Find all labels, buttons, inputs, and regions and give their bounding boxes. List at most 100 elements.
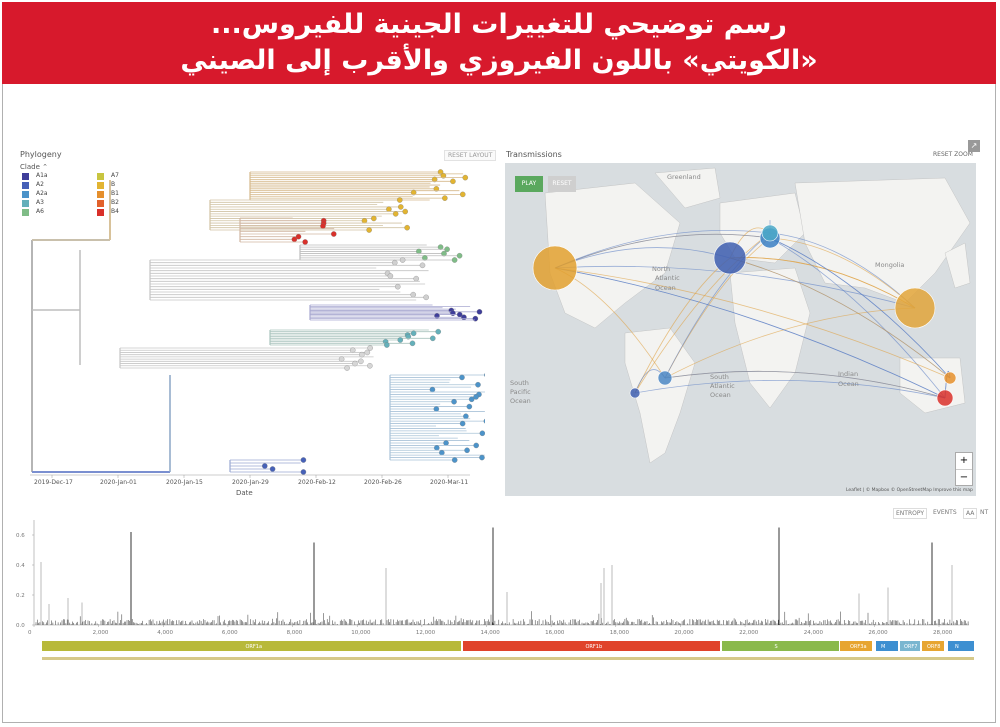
phylogeny-tree	[30, 169, 485, 478]
phylogeny-date-tick: 2019-Dec-17	[34, 479, 73, 486]
entropy-y-tick: 0.4	[16, 563, 25, 569]
entropy-x-tick: 10,000	[351, 630, 371, 636]
legend-label[interactable]: B	[111, 181, 116, 188]
gene-label: ORF7	[904, 644, 917, 650]
zoom-in-button[interactable]: +	[956, 453, 972, 470]
gene-label: ORF3a	[850, 644, 867, 650]
map-attribution: Leaflet | © Mapbox © OpenStreetMap Impro…	[846, 488, 973, 493]
entropy-x-tick: 2,000	[93, 630, 109, 636]
map-label: Atlantic	[710, 382, 735, 390]
legend-swatch	[22, 200, 29, 207]
expand-icon[interactable]: ↗	[968, 140, 980, 152]
entropy-x-tick: 18,000	[610, 630, 630, 636]
gene-bar[interactable]	[876, 641, 898, 651]
headline-line-2: «الكويتي» باللون الفيروزي والأقرب إلى ال…	[180, 45, 818, 76]
gene-bar[interactable]	[840, 641, 872, 651]
gene-bar[interactable]	[922, 641, 944, 651]
map-label: South	[510, 379, 529, 387]
legend-swatch	[97, 173, 104, 180]
entropy-y-tick: 0.0	[16, 623, 25, 629]
map-label: Atlantic	[655, 274, 680, 282]
gene-label: M	[881, 644, 885, 650]
gene-label: S	[775, 644, 778, 650]
legend-label[interactable]: B2	[111, 199, 119, 206]
entropy-x-tick: 12,000	[416, 630, 436, 636]
phylogeny-date-tick: 2020-Feb-26	[364, 479, 402, 486]
legend-swatch	[97, 182, 104, 189]
entropy-x-tick: 24,000	[804, 630, 824, 636]
gene-bar[interactable]	[463, 641, 720, 651]
legend-swatch	[97, 209, 104, 216]
legend-swatch	[22, 209, 29, 216]
gene-label: N	[955, 644, 959, 650]
play-button[interactable]: PLAY	[515, 176, 543, 192]
headline-line-1: رسم توضيحي للتغييرات الجينية للفيروس...	[211, 9, 787, 40]
phylogeny-title: Phylogeny	[20, 150, 62, 159]
map-label: Indian	[838, 370, 858, 378]
legend-swatch	[22, 191, 29, 198]
map-label: Pacific	[510, 388, 531, 396]
phylogeny-date-tick: 2020-Jan-29	[232, 479, 269, 486]
legend-label[interactable]: B1	[111, 190, 119, 197]
entropy-y-tick: 0.6	[16, 533, 25, 539]
map-label: Ocean	[655, 284, 676, 292]
legend-swatch	[97, 191, 104, 198]
gene-bar[interactable]	[42, 641, 461, 651]
entropy-y-tick: 0.2	[16, 593, 25, 599]
gene-bar[interactable]	[948, 641, 974, 651]
gene-bar[interactable]	[900, 641, 920, 651]
legend-swatch	[22, 173, 29, 180]
entropy-x-tick: 6,000	[222, 630, 238, 636]
entropy-x-tick: 26,000	[868, 630, 888, 636]
transmissions-title: Transmissions	[506, 150, 562, 159]
legend-swatch	[97, 200, 104, 207]
zoom-out-button[interactable]: −	[959, 472, 969, 483]
map-label: Greenland	[667, 173, 701, 181]
gene-label: ORF1a	[246, 644, 263, 650]
map-reset-button[interactable]: RESET	[548, 176, 576, 192]
tab-aa[interactable]: AA	[963, 508, 978, 519]
entropy-chart: 0.6 0.4 0.2 0.00 2,000 4,000 6,000 8,000 10,000 1…	[16, 520, 974, 660]
tab-events[interactable]: EVENTS	[933, 509, 957, 516]
map-label: Ocean	[510, 397, 531, 405]
entropy-x-tick: 22,000	[739, 630, 759, 636]
tab-entropy[interactable]: ENTROPY	[893, 508, 927, 519]
phylogeny-date-tick: 2020-Mar-11	[430, 479, 469, 486]
reset-zoom-button[interactable]: RESET ZOOM	[933, 151, 973, 158]
phylogeny-date-tick: 2020-Jan-01	[100, 479, 137, 486]
entropy-x-tick: 8,000	[287, 630, 303, 636]
world-map: GreenlandNorthAtlanticOceanSouthAtlantic…	[510, 167, 971, 464]
phylogeny-xlabel: Date	[236, 489, 253, 497]
legend-swatch	[22, 182, 29, 189]
chevron-up-icon: ⌃	[42, 163, 48, 171]
tab-nt[interactable]: NT	[980, 509, 989, 516]
entropy-x-tick: 4,000	[157, 630, 173, 636]
legend-label[interactable]: A2a	[36, 190, 48, 197]
legend-label[interactable]: A6	[36, 208, 44, 215]
map-zoom-control: + −	[955, 452, 973, 486]
phylogeny-date-tick: 2020-Feb-12	[298, 479, 336, 486]
entropy-x-tick: 28,000	[933, 630, 953, 636]
entropy-x-tick: 0	[28, 630, 32, 636]
legend-label[interactable]: A7	[111, 172, 119, 179]
map-label: Ocean	[710, 391, 731, 399]
legend-label[interactable]: B4	[111, 208, 119, 215]
reset-layout-button[interactable]: RESET LAYOUT	[444, 150, 497, 161]
legend-label[interactable]: A3	[36, 199, 44, 206]
headline-banner: رسم توضيحي للتغييرات الجينية للفيروس... …	[2, 2, 996, 84]
gene-bar[interactable]	[722, 641, 839, 651]
map-label: North	[652, 265, 670, 273]
legend-label[interactable]: A2	[36, 181, 44, 188]
entropy-x-tick: 20,000	[674, 630, 694, 636]
map-label: Ocean	[838, 380, 859, 388]
phylogeny-date-tick: 2020-Jan-15	[166, 479, 203, 486]
entropy-x-tick: 14,000	[481, 630, 501, 636]
clade-legend-title[interactable]: Clade ⌃	[20, 163, 48, 171]
map-label: Mongolia	[875, 261, 904, 269]
entropy-x-tick: 16,000	[545, 630, 565, 636]
transmission-map[interactable]: Greenland North Atlantic Ocean South Atlantic…	[505, 163, 976, 496]
gene-label: ORF8	[927, 644, 940, 650]
map-label: South	[710, 373, 729, 381]
legend-label[interactable]: A1a	[36, 172, 48, 179]
gene-label: ORF1b	[586, 644, 603, 650]
